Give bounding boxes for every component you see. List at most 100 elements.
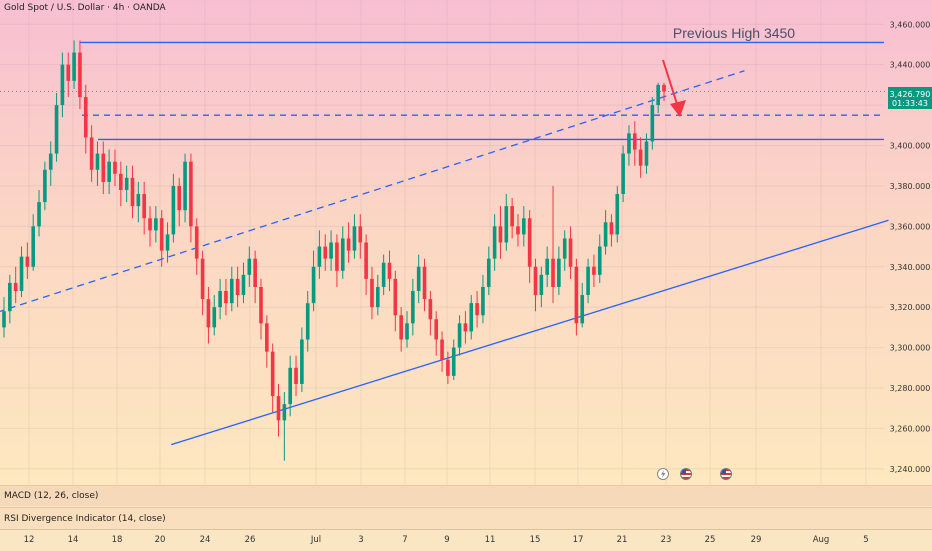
candle-body (492, 226, 497, 259)
chart-title: Gold Spot / U.S. Dollar · 4h · OANDA (4, 3, 166, 13)
candle-body (66, 64, 71, 81)
candle-body (142, 194, 146, 219)
candle-body (294, 367, 298, 384)
time-axis-label: 14 (67, 535, 79, 545)
candle-body (95, 153, 100, 170)
time-axis-label: 18 (111, 535, 123, 545)
price-chart[interactable]: 3,460.0003,440.0003,420.0003,400.0003,38… (0, 0, 932, 485)
time-axis-label: 24 (199, 535, 211, 545)
candle-body (37, 202, 41, 227)
candle-body (370, 278, 374, 308)
candle-body (638, 149, 643, 166)
price-axis-label: 3,380.000 (890, 182, 931, 191)
candle-body (586, 266, 590, 296)
candle-body (539, 274, 544, 296)
candle-body (311, 266, 316, 304)
time-axis-label: 23 (660, 535, 672, 545)
time-axis-label: Jul (310, 535, 322, 545)
price-axis-label: 3,280.000 (890, 384, 931, 393)
time-axis-label: 5 (863, 535, 869, 545)
candle-body (124, 177, 129, 190)
candle-body (568, 238, 573, 267)
time-axis-label: 20 (154, 535, 166, 545)
candle-body (545, 258, 549, 275)
price-axis-label: 3,260.000 (890, 424, 931, 433)
candle-body (43, 169, 47, 203)
candle-body (253, 258, 257, 287)
trendlines[interactable] (0, 70, 889, 446)
trendline[interactable] (171, 219, 889, 446)
candle-body (8, 282, 12, 312)
time-axis-label: 7 (402, 535, 408, 545)
time-axis-label: 11 (484, 535, 496, 545)
time-axis-label: 25 (704, 535, 716, 545)
macd-indicator-label[interactable]: MACD (12, 26, close) (0, 485, 932, 506)
candle-body (60, 64, 65, 106)
candle-body (19, 256, 24, 291)
time-axis-label: 12 (23, 535, 35, 545)
candle-body (346, 238, 351, 251)
time-axis[interactable]: 12 14 18 20 24 26 Jul 3 7 9 11 15 17 21 23 25 29 Aug 5 (0, 529, 932, 551)
candle-body (48, 153, 53, 170)
us-flag-icon[interactable] (720, 468, 732, 480)
candle-body (323, 246, 328, 259)
candles (2, 40, 666, 461)
horizontal-levels[interactable] (0, 41, 888, 141)
annotation-arrow (662, 59, 686, 117)
candle-body (159, 218, 164, 251)
candle-body (422, 266, 427, 300)
candle-body (615, 194, 620, 235)
candle-body (25, 256, 30, 267)
price-axis-label: 3,360.000 (890, 222, 931, 231)
candle-body (399, 315, 403, 340)
candle-body (358, 226, 363, 243)
rsi-indicator-label[interactable]: RSI Divergence Indicator (14, close) (0, 507, 932, 529)
candle-body (457, 323, 462, 348)
candle-body (527, 218, 532, 267)
candle-body (551, 258, 555, 287)
grid-lines (0, 0, 884, 485)
time-axis-label: 9 (444, 535, 450, 545)
time-axis-label: 3 (358, 535, 364, 545)
candle-body (405, 323, 409, 340)
candle-body (113, 161, 117, 174)
price-axis-label: 3,440.000 (890, 61, 931, 70)
candle-body (340, 238, 345, 271)
candle-body (235, 278, 240, 296)
candle-body (54, 105, 59, 154)
time-axis-label: 26 (244, 535, 256, 545)
candle-body (89, 137, 94, 170)
candle-body (270, 351, 275, 397)
candle-body (154, 218, 158, 231)
candle-body (241, 274, 246, 296)
candle-body (83, 97, 88, 138)
candle-body (393, 278, 398, 316)
time-axis-label: 15 (529, 535, 541, 545)
candle-body (282, 404, 287, 421)
candle-body (557, 258, 561, 287)
candle-body (107, 161, 111, 182)
trendline[interactable] (0, 70, 745, 324)
candle-body (533, 266, 538, 296)
candle-body (78, 52, 82, 97)
candle-body (416, 266, 421, 291)
us-flag-icon[interactable] (680, 468, 692, 480)
lightning-icon[interactable] (657, 468, 669, 480)
price-axis-label: 3,240.000 (890, 465, 931, 474)
candle-body (662, 84, 666, 92)
candle-body (165, 234, 170, 251)
time-axis-label: 21 (616, 535, 628, 545)
time-axis-label: 29 (750, 535, 762, 545)
candle-body (375, 286, 380, 308)
candle-body (434, 319, 439, 340)
candle-body (13, 282, 18, 291)
candle-body (329, 242, 333, 259)
price-badge-bg (888, 87, 932, 109)
candle-body (229, 278, 234, 304)
candle-body (364, 242, 368, 279)
arrow-head (670, 100, 686, 117)
candle-body (305, 303, 310, 340)
candle-body (130, 177, 135, 207)
candle-body (504, 206, 509, 243)
candle-body (597, 246, 602, 275)
